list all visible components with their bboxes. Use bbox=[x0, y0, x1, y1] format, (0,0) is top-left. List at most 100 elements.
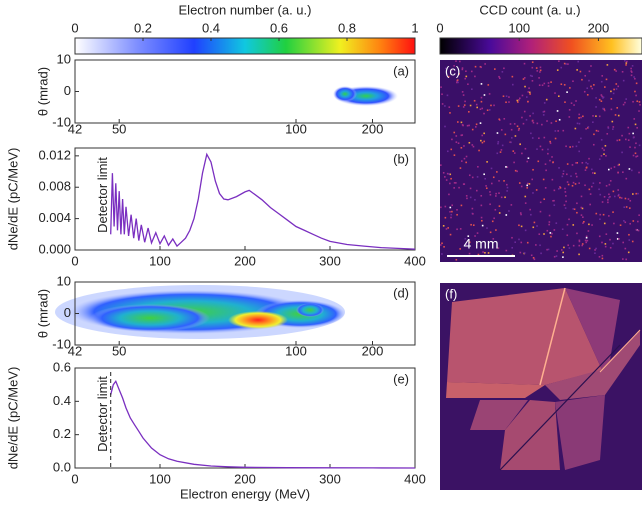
ccd-speckle bbox=[448, 193, 450, 196]
ccd-speckle bbox=[440, 206, 442, 209]
heatmap-d bbox=[55, 285, 345, 339]
ccd-speckle bbox=[617, 189, 619, 191]
ccd-speckle bbox=[557, 130, 559, 132]
ccd-image bbox=[440, 60, 642, 262]
ccd-speckle bbox=[492, 176, 495, 179]
ccd-speckle bbox=[604, 86, 606, 88]
ccd-speckle bbox=[521, 94, 524, 97]
ccd-speckle bbox=[465, 243, 468, 246]
ccd-speckle bbox=[575, 100, 577, 102]
x-tick-label: 100 bbox=[285, 343, 307, 358]
ccd-speckle bbox=[584, 184, 586, 187]
ccd-speckle bbox=[578, 150, 581, 153]
ccd-speckle bbox=[491, 182, 493, 185]
ccd-speckle bbox=[578, 117, 580, 119]
ccd-speckle bbox=[558, 167, 560, 169]
ccd-speckle bbox=[617, 193, 620, 196]
ccd-speckle bbox=[592, 121, 594, 124]
ccd-speckle bbox=[505, 95, 508, 97]
ccd-speckle bbox=[568, 116, 571, 118]
ccd-speckle bbox=[486, 227, 488, 229]
ccd-speckle bbox=[445, 228, 448, 230]
ccd-speckle bbox=[548, 221, 551, 223]
ccd-speckle bbox=[524, 195, 527, 198]
ccd-speckle bbox=[472, 213, 474, 215]
ccd-speckle bbox=[606, 133, 609, 135]
ccd-speckle bbox=[602, 213, 605, 216]
ccd-speckle bbox=[570, 102, 573, 104]
ccd-speckle bbox=[609, 238, 611, 241]
ccd-speckle bbox=[585, 161, 587, 164]
ccd-speckle bbox=[608, 183, 611, 186]
ccd-speckle bbox=[551, 178, 554, 181]
x-tick-label: 50 bbox=[112, 343, 126, 358]
ccd-speckle bbox=[592, 182, 595, 185]
ccd-speckle bbox=[450, 177, 452, 180]
ccd-speckle bbox=[526, 96, 528, 98]
ccd-speckle bbox=[547, 85, 550, 87]
ccd-speckle bbox=[510, 137, 513, 139]
ccd-speckle bbox=[595, 129, 598, 132]
ccd-speckle bbox=[556, 69, 559, 71]
ccd-speckle bbox=[585, 128, 587, 130]
ccd-speckle bbox=[571, 184, 574, 187]
ccd-speckle bbox=[513, 152, 516, 154]
ccd-speckle bbox=[495, 192, 497, 195]
ccd-speckle bbox=[523, 76, 526, 79]
ccd-speckle bbox=[566, 181, 569, 183]
ccd-speckle bbox=[493, 104, 495, 107]
ccd-speckle bbox=[603, 149, 605, 151]
ccd-speckle bbox=[605, 154, 607, 157]
ccd-speckle bbox=[587, 230, 590, 232]
x-tick-label: 100 bbox=[149, 253, 171, 268]
ccd-speckle bbox=[598, 256, 601, 258]
ccd-speckle bbox=[531, 80, 534, 82]
ccd-speckle bbox=[444, 205, 447, 208]
ccd-speckle bbox=[563, 204, 566, 206]
ccd-speckle bbox=[598, 188, 600, 191]
ccd-speckle bbox=[549, 140, 551, 143]
ccd-speckle bbox=[524, 229, 527, 232]
ccd-speckle bbox=[600, 139, 603, 141]
ccd-speckle bbox=[510, 141, 512, 144]
colorbar-title: CCD count (a. u.) bbox=[479, 2, 580, 17]
ccd-speckle bbox=[582, 216, 584, 218]
ccd-speckle bbox=[471, 128, 474, 131]
ccd-speckle bbox=[458, 186, 460, 189]
ccd-speckle bbox=[625, 98, 627, 100]
x-tick-label: 300 bbox=[319, 471, 341, 486]
ccd-speckle bbox=[580, 195, 583, 198]
ccd-speckle bbox=[628, 233, 630, 236]
ccd-speckle bbox=[543, 233, 545, 235]
ccd-speckle bbox=[635, 228, 638, 231]
ccd-speckle bbox=[628, 168, 631, 170]
colorbar-tick-label: 200 bbox=[588, 20, 610, 35]
ccd-speckle bbox=[621, 134, 623, 137]
ccd-speckle bbox=[578, 244, 581, 247]
x-tick-label: 0 bbox=[71, 471, 78, 486]
ccd-speckle bbox=[509, 123, 512, 125]
ccd-speckle bbox=[578, 113, 581, 116]
ccd-speckle bbox=[527, 157, 530, 160]
ccd-speckle bbox=[576, 69, 578, 71]
ccd-speckle bbox=[468, 111, 470, 113]
ccd-speckle bbox=[571, 145, 574, 148]
ccd-speckle bbox=[543, 198, 546, 200]
ccd-speckle bbox=[580, 214, 583, 216]
ccd-speckle bbox=[637, 192, 639, 195]
ccd-speckle bbox=[522, 122, 525, 125]
ccd-speckle bbox=[504, 196, 506, 199]
ccd-speckle bbox=[441, 103, 444, 105]
ccd-speckle bbox=[547, 152, 549, 155]
ccd-speckle bbox=[550, 122, 553, 124]
ccd-speckle bbox=[613, 68, 616, 71]
ccd-speckle bbox=[564, 101, 566, 103]
ccd-speckle bbox=[561, 249, 563, 251]
ccd-speckle bbox=[607, 201, 609, 204]
ccd-speckle bbox=[586, 94, 589, 96]
ccd-speckle bbox=[617, 85, 620, 88]
ccd-speckle bbox=[628, 239, 631, 241]
ccd-speckle bbox=[518, 224, 520, 227]
ccd-speckle bbox=[536, 122, 539, 125]
panel-label: (b) bbox=[393, 151, 409, 166]
